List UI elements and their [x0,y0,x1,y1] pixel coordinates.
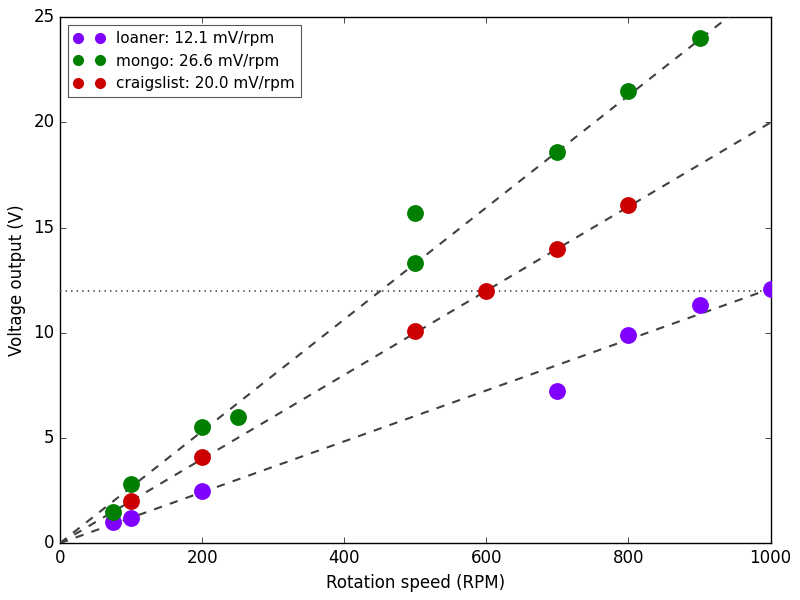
X-axis label: Rotation speed (RPM): Rotation speed (RPM) [326,574,505,592]
Point [125,479,138,489]
Point [409,208,422,218]
Point [551,147,564,157]
Point [409,326,422,335]
Point [107,517,120,527]
Point [622,200,635,209]
Point [622,86,635,96]
Point [551,244,564,253]
Point [196,422,209,432]
Point [231,412,244,422]
Point [622,330,635,340]
Point [551,386,564,395]
Point [480,286,493,296]
Point [125,496,138,506]
Point [107,507,120,517]
Point [196,486,209,496]
Point [693,301,706,310]
Point [409,259,422,268]
Point [764,284,777,293]
Y-axis label: Voltage output (V): Voltage output (V) [8,205,26,356]
Point [125,513,138,523]
Point [196,452,209,462]
Legend: loaner: 12.1 mV/rpm, mongo: 26.6 mV/rpm, craigslist: 20.0 mV/rpm: loaner: 12.1 mV/rpm, mongo: 26.6 mV/rpm,… [67,25,302,97]
Point [693,34,706,43]
